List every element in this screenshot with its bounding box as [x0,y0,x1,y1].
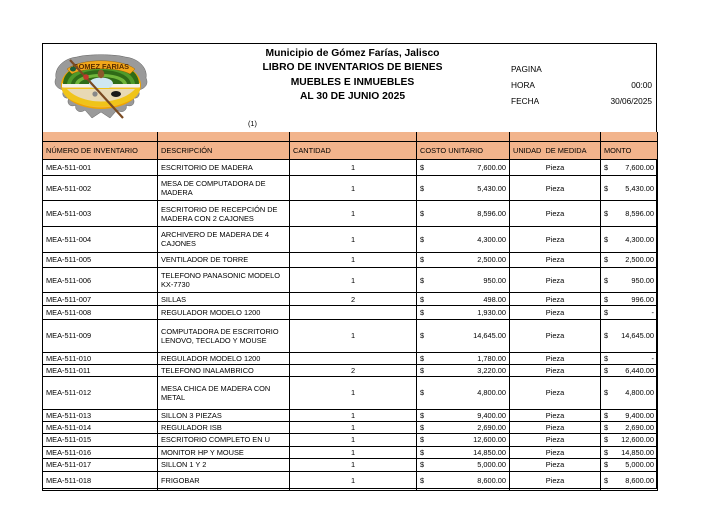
svg-text:GOMEZ FARIAS: GOMEZ FARIAS [73,62,129,71]
